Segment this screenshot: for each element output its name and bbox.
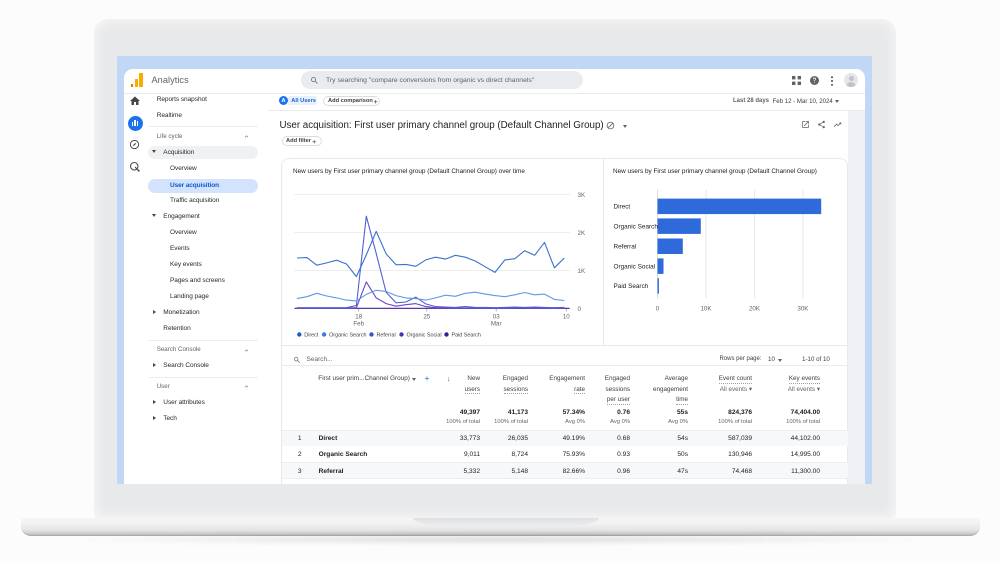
svg-text:0: 0 [655,305,659,312]
svg-text:03: 03 [492,313,499,320]
svg-text:10K: 10K [700,305,712,312]
svg-text:Organic Social: Organic Social [406,332,441,338]
svg-text:2K: 2K [577,230,585,237]
svg-text:10: 10 [562,313,569,320]
svg-text:Direct: Direct [304,332,319,338]
svg-text:3K: 3K [577,192,585,199]
svg-text:Paid Search: Paid Search [451,332,480,338]
svg-text:20K: 20K [748,305,760,312]
svg-text:Feb: Feb [353,320,364,327]
svg-text:Organic Search: Organic Search [329,332,366,338]
svg-text:Mar: Mar [490,320,501,327]
svg-text:25: 25 [423,313,430,320]
svg-text:Direct: Direct [613,203,630,210]
svg-text:0: 0 [577,306,581,313]
svg-text:30K: 30K [797,305,809,312]
svg-text:18: 18 [355,313,362,320]
svg-text:1K: 1K [577,268,585,275]
svg-text:Referral: Referral [613,243,636,250]
svg-text:Referral: Referral [376,332,395,338]
svg-text:Paid Search: Paid Search [613,283,648,290]
svg-text:Organic Social: Organic Social [613,263,655,270]
svg-text:Organic Search: Organic Search [613,223,658,230]
